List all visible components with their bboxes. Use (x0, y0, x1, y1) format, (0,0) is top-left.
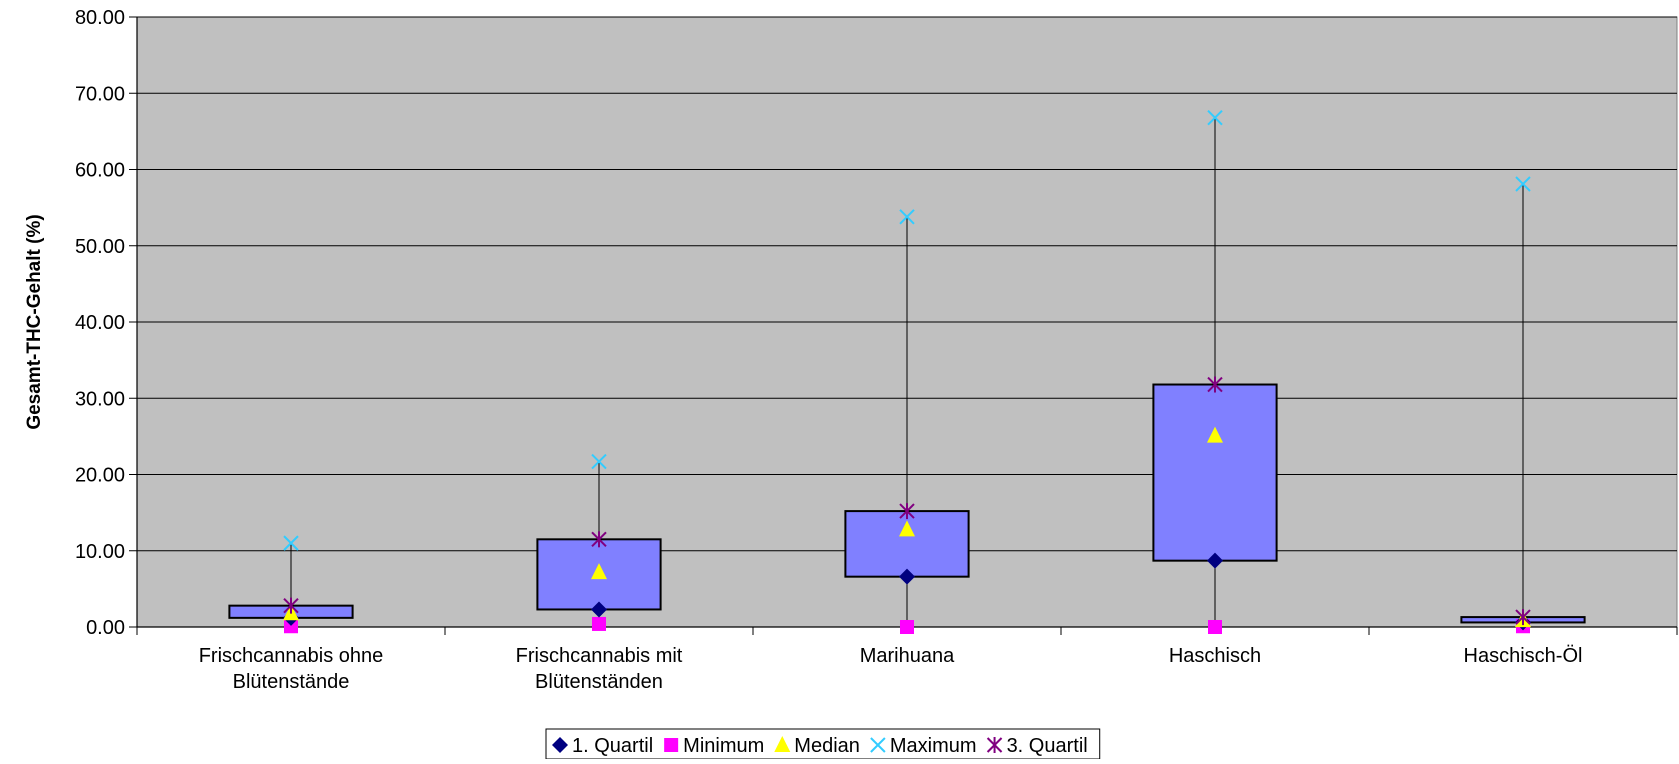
marker-minimum (592, 616, 606, 631)
y-tick-label: 80.00 (75, 7, 125, 29)
legend-marker-maximum-stroke (870, 737, 886, 753)
marker-maximum-stroke (899, 209, 915, 225)
legend-marker-maximum (870, 737, 886, 753)
marker-minimum (284, 619, 298, 634)
legend-label: 3. Quartil (1007, 735, 1088, 757)
marker-maximum (899, 209, 915, 225)
y-tick-label: 50.00 (75, 236, 125, 258)
marker-1-quartil (591, 601, 607, 618)
marker-maximum (1515, 176, 1531, 192)
marker-maximum-stroke (283, 535, 299, 551)
legend-label: 1. Quartil (572, 735, 653, 757)
y-tick-label: 70.00 (75, 83, 125, 105)
marker-3-quartil (591, 531, 607, 548)
marker-maximum (1207, 109, 1223, 126)
legend-box (545, 728, 1101, 760)
x-tick-label: Frischcannabis mit Blütenständen (516, 645, 683, 693)
legend-label: Maximum (890, 735, 977, 757)
y-tick-label: 10.00 (75, 541, 125, 563)
iqr-box (1152, 383, 1278, 562)
marker-maximum-stroke (1207, 109, 1223, 126)
tick-labels: 0.00 10.00 20.00 30.00 40.00 50.00 60.00 70.00 8… (75, 7, 1583, 693)
marker-maximum (591, 453, 607, 470)
marker-maximum (283, 535, 299, 551)
markers (283, 109, 1531, 634)
y-tick-label: 60.00 (75, 160, 125, 182)
x-tick-label: Marihuana (860, 645, 955, 667)
marker-3-quartil (1207, 376, 1223, 393)
marker-1-quartil (899, 568, 915, 585)
marker-minimum (900, 620, 914, 634)
legend: 1. Quartil Minimum Median Maximum 3. Quartil (545, 728, 1101, 760)
y-tick-label: 0.00 (86, 617, 125, 639)
y-tick-label: 30.00 (75, 388, 125, 410)
legend-label: Median (794, 735, 860, 757)
y-tick-label: 40.00 (75, 312, 125, 334)
legend-marker-3-quartil (986, 737, 1003, 753)
marker-minimum (1208, 620, 1222, 634)
marker-3-quartil (1515, 609, 1531, 626)
x-tick-label: Frischcannabis ohne Blütenstände (199, 645, 384, 693)
x-tick-label: Haschisch (1169, 645, 1261, 667)
marker-3-quartil (899, 503, 915, 520)
legend-label: Minimum (683, 735, 764, 757)
legend-marker-minimum (664, 738, 679, 752)
x-tick-label: Haschisch-Öl (1464, 645, 1583, 667)
marker-3-quartil (283, 597, 299, 614)
marker-median (899, 520, 915, 537)
marker-1-quartil (1207, 552, 1223, 569)
y-tick-label: 20.00 (75, 465, 125, 487)
legend-marker-1-quartil (552, 737, 568, 753)
marker-median (1207, 426, 1223, 443)
marker-maximum-stroke (1515, 176, 1531, 192)
marker-maximum-stroke (591, 453, 607, 470)
legend-marker-median (774, 736, 791, 752)
marker-median (591, 563, 607, 580)
y-axis-label: Gesamt-THC-Gehalt (%) (24, 214, 45, 429)
